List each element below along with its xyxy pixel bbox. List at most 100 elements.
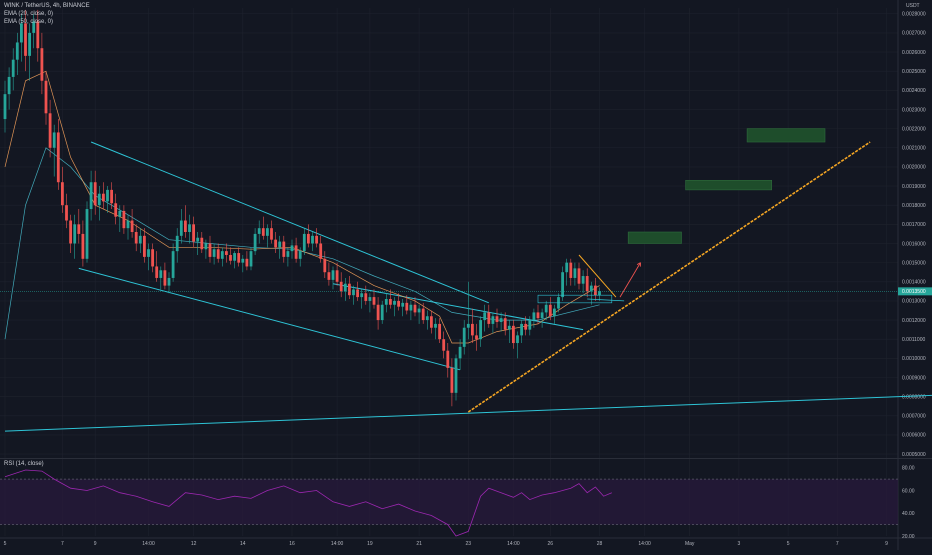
candle-body [138,235,142,244]
candle-body [401,302,405,307]
candle-body [594,285,597,296]
time-tick-label: 23 [466,541,472,547]
time-tick-label: 14:00 [142,541,155,547]
candle-body [28,32,31,56]
candle-body [438,323,441,340]
candle-body [376,304,380,321]
candle-body [516,335,519,344]
target-zone-box [746,128,826,143]
breakout-arrow-head [636,262,641,267]
candle-body [212,249,216,257]
price-tick-label: 0.0013000 [902,299,926,305]
wedge-lower-line [587,298,625,302]
candle-body [175,235,179,252]
candle-body [339,281,343,292]
candle-body [311,235,314,244]
rsi-tick-label: 80.00 [902,465,915,471]
candle-body [106,189,109,202]
candle-body [44,80,48,114]
candle-body [196,237,200,242]
candle-body [352,289,355,296]
candle-body [442,339,446,351]
candle-body [397,300,400,307]
wedge-upper-line [578,254,617,298]
candle-body [495,316,499,322]
ema50-legend-label[interactable]: EMA (50, close, 0) [4,19,54,25]
candle-body [32,21,36,33]
candle-body [102,193,105,202]
candle-body [163,270,167,286]
candle-body [15,42,19,60]
candle-body [184,220,187,232]
breakout-arrow [619,262,641,298]
candle-body [536,312,540,319]
candle-body [225,251,228,255]
price-tick-label: 0.0007000 [902,414,926,420]
candle-body [380,304,384,321]
time-tick-label: 16 [289,541,295,547]
rsi-tick-label: 60.00 [902,488,915,494]
candle-body [69,220,72,244]
candle-body [257,228,261,234]
candle-body [126,220,130,229]
last-price-badge [898,287,932,296]
price-tick-label: 0.0018000 [902,203,926,209]
time-tick-label: May [685,541,695,547]
candle-body [384,299,388,305]
symbol-title[interactable]: WINK / TetherUS, 4h, BINANCE [4,3,90,9]
price-tick-label: 0.0023000 [902,107,926,113]
price-tick-label: 0.0026000 [902,50,926,56]
candle-body [475,335,478,340]
consolidation-box [537,294,613,304]
rsi-band-fill [0,479,898,525]
price-tick-label: 0.0005000 [902,452,926,458]
candle-body [216,249,220,259]
price-tick-label: 0.0022000 [902,126,926,132]
candle-body [417,308,421,313]
ema50-line [4,147,600,340]
price-tick-label: 0.0015000 [902,260,926,266]
candle-body [204,243,208,250]
candle-body [200,237,204,250]
candle-body [192,224,195,242]
candle-body [458,346,462,359]
candle-body [569,262,573,278]
candle-body [581,276,585,284]
candle-body [36,21,40,49]
candle-body [249,251,253,267]
currency-label[interactable]: USDT [906,3,920,9]
candle-body [130,220,134,232]
candle-body [532,312,536,321]
candle-body [430,316,433,328]
price-tick-label: 0.0008000 [902,394,926,400]
price-tick-label: 0.0017000 [902,222,926,228]
candle-body [261,228,265,236]
price-tick-label: 0.0012000 [902,318,926,324]
candle-body [356,289,359,298]
candle-body [372,297,376,305]
price-tick-label: 0.0027000 [902,31,926,37]
candle-body [573,268,577,278]
candle-body [56,132,60,183]
candle-body [159,270,163,278]
time-tick-label: 7 [836,541,839,547]
rsi-tick-label: 40.00 [902,511,915,517]
candle-body [524,323,528,330]
rsi-legend-label[interactable]: RSI (14, close) [4,461,44,467]
time-tick-label: 9 [94,541,97,547]
candle-body [220,251,224,259]
rising-support-line [467,141,871,413]
candle-body [483,312,487,321]
time-tick-label: 5 [4,541,7,547]
price-tick-label: 0.0025000 [902,69,926,75]
ema20-legend-label[interactable]: EMA (20, close, 0) [4,11,54,17]
candle-body [24,23,27,56]
candle-body [155,266,159,278]
candle-body [253,233,257,252]
candle-body [282,241,286,257]
time-tick-label: 5 [787,541,790,547]
candle-body [577,268,581,284]
